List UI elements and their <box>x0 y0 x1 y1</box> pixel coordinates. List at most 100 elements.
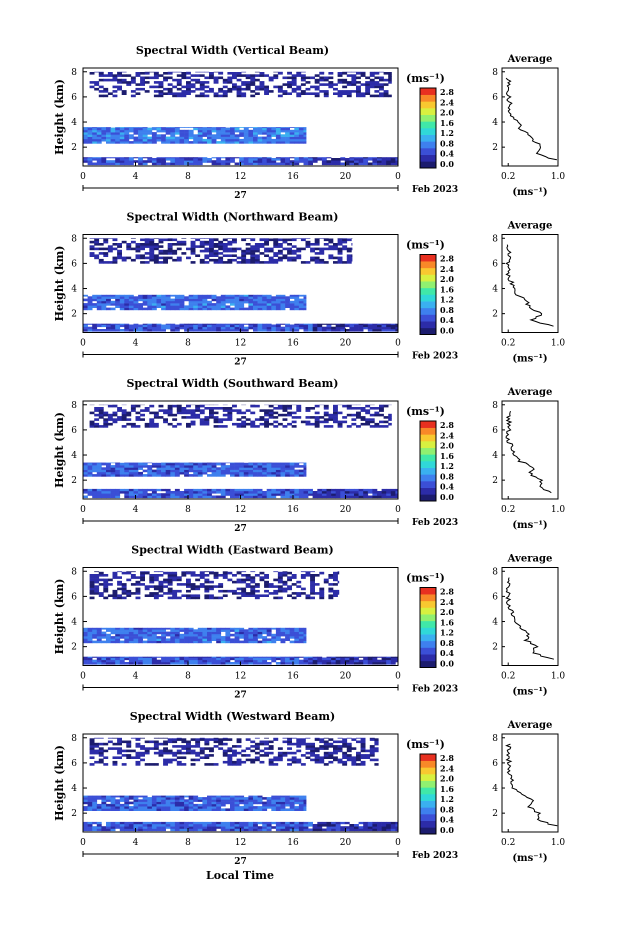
heatmap-cell <box>250 404 256 408</box>
heatmap-cell <box>87 158 93 161</box>
heatmap-cell <box>138 305 143 308</box>
heatmap-cell <box>337 580 340 584</box>
heatmap-cell <box>310 742 315 746</box>
heatmap-cell <box>161 474 166 477</box>
heatmap-cell <box>280 799 286 802</box>
heatmap-cell <box>184 493 189 496</box>
heatmap-cell <box>349 824 355 827</box>
heatmap-cell <box>209 413 214 417</box>
heatmap-cell <box>303 636 307 639</box>
heatmap-cell <box>377 157 382 159</box>
heatmap-cell <box>158 245 164 248</box>
heatmap-cell <box>354 826 359 829</box>
heatmap-cell <box>167 92 173 95</box>
heatmap-cell <box>333 583 338 586</box>
heatmap-cell <box>138 329 143 332</box>
profile-y-tick-label: 2 <box>492 143 498 153</box>
heatmap-cell <box>319 76 325 80</box>
heatmap-cell <box>365 83 371 86</box>
heatmap-cell <box>207 797 212 800</box>
heatmap-cell <box>176 78 182 82</box>
heatmap-cell <box>236 90 242 93</box>
heatmap-cell <box>275 467 281 470</box>
heatmap-cell <box>248 657 254 661</box>
heatmap-cell <box>87 488 93 492</box>
heatmap-cell <box>250 74 256 77</box>
heatmap-cell <box>202 462 208 464</box>
heatmap-cell <box>234 298 240 302</box>
heatmap-cell <box>186 422 191 426</box>
heatmap-cell <box>289 294 295 297</box>
heatmap-cell <box>266 638 272 641</box>
heatmap-cell <box>248 303 254 306</box>
heatmap-cell <box>195 81 201 84</box>
colorbar-segment <box>420 274 436 282</box>
heatmap-cell <box>98 583 104 586</box>
heatmap-cell <box>128 633 134 637</box>
heatmap-cell <box>115 127 121 131</box>
heatmap-cell <box>234 303 240 306</box>
heatmap-cell <box>89 596 95 600</box>
heatmap-cell <box>379 92 384 95</box>
heatmap-cell <box>121 592 127 595</box>
heatmap-cell <box>211 136 217 140</box>
heatmap-cell <box>204 420 210 424</box>
heatmap-cell <box>243 132 249 135</box>
heatmap-cell <box>138 462 143 464</box>
heatmap-cell <box>234 640 240 644</box>
colorbar-segment <box>420 254 436 262</box>
heatmap-cell <box>83 465 88 468</box>
heatmap-cell <box>190 571 196 573</box>
profile-y-tick-label: 2 <box>492 643 498 653</box>
heatmap-cell <box>167 76 173 80</box>
heatmap-cell <box>280 495 286 499</box>
heatmap-cell <box>372 324 378 328</box>
heatmap-cell <box>83 656 88 658</box>
heatmap-cell <box>181 756 187 759</box>
heatmap-cell <box>232 754 237 757</box>
heatmap-cell <box>243 799 249 802</box>
heatmap-cell <box>96 303 102 306</box>
heatmap-cell <box>110 659 116 663</box>
heatmap-cell <box>207 462 212 466</box>
heatmap-cell <box>253 129 258 133</box>
heatmap-cell <box>213 571 219 575</box>
heatmap-cell <box>176 751 182 755</box>
heatmap-cell <box>110 138 116 142</box>
heatmap-cell <box>227 738 233 741</box>
heatmap-cell <box>277 258 283 262</box>
heatmap-cell <box>367 491 373 494</box>
heatmap-cell <box>216 799 222 802</box>
heatmap-cell <box>112 571 118 575</box>
heatmap-cell <box>135 418 141 421</box>
x-tick-label: 4 <box>133 672 139 682</box>
heatmap-cell <box>174 329 180 332</box>
heatmap-cell <box>266 629 272 632</box>
heatmap-cell <box>346 81 352 84</box>
heatmap-cell <box>188 127 194 128</box>
heatmap-cell <box>133 824 139 827</box>
heatmap-cell <box>220 474 226 477</box>
heatmap-cell <box>197 329 203 332</box>
heatmap-cell <box>374 90 380 93</box>
colorbar-tick-label: 1.2 <box>440 128 454 138</box>
heatmap-cell <box>388 74 392 77</box>
heatmap-cell <box>140 409 145 412</box>
heatmap-cell <box>360 83 366 86</box>
heatmap-cell <box>248 324 254 328</box>
heatmap-cell <box>142 162 148 166</box>
heatmap-cell <box>298 127 304 128</box>
heatmap-cell <box>225 305 231 308</box>
heatmap-cell <box>275 493 281 496</box>
heatmap-cell <box>135 245 141 248</box>
heatmap-cell <box>197 296 203 299</box>
heatmap-cell <box>230 638 235 641</box>
heatmap-cell <box>321 326 327 330</box>
heatmap-cell <box>285 638 290 641</box>
heatmap-cell <box>232 72 237 75</box>
heatmap-cell <box>92 136 98 140</box>
heatmap-cell <box>94 238 100 242</box>
heatmap-cell <box>101 307 107 311</box>
heatmap-cell <box>128 474 134 477</box>
heatmap-cell <box>275 656 281 658</box>
